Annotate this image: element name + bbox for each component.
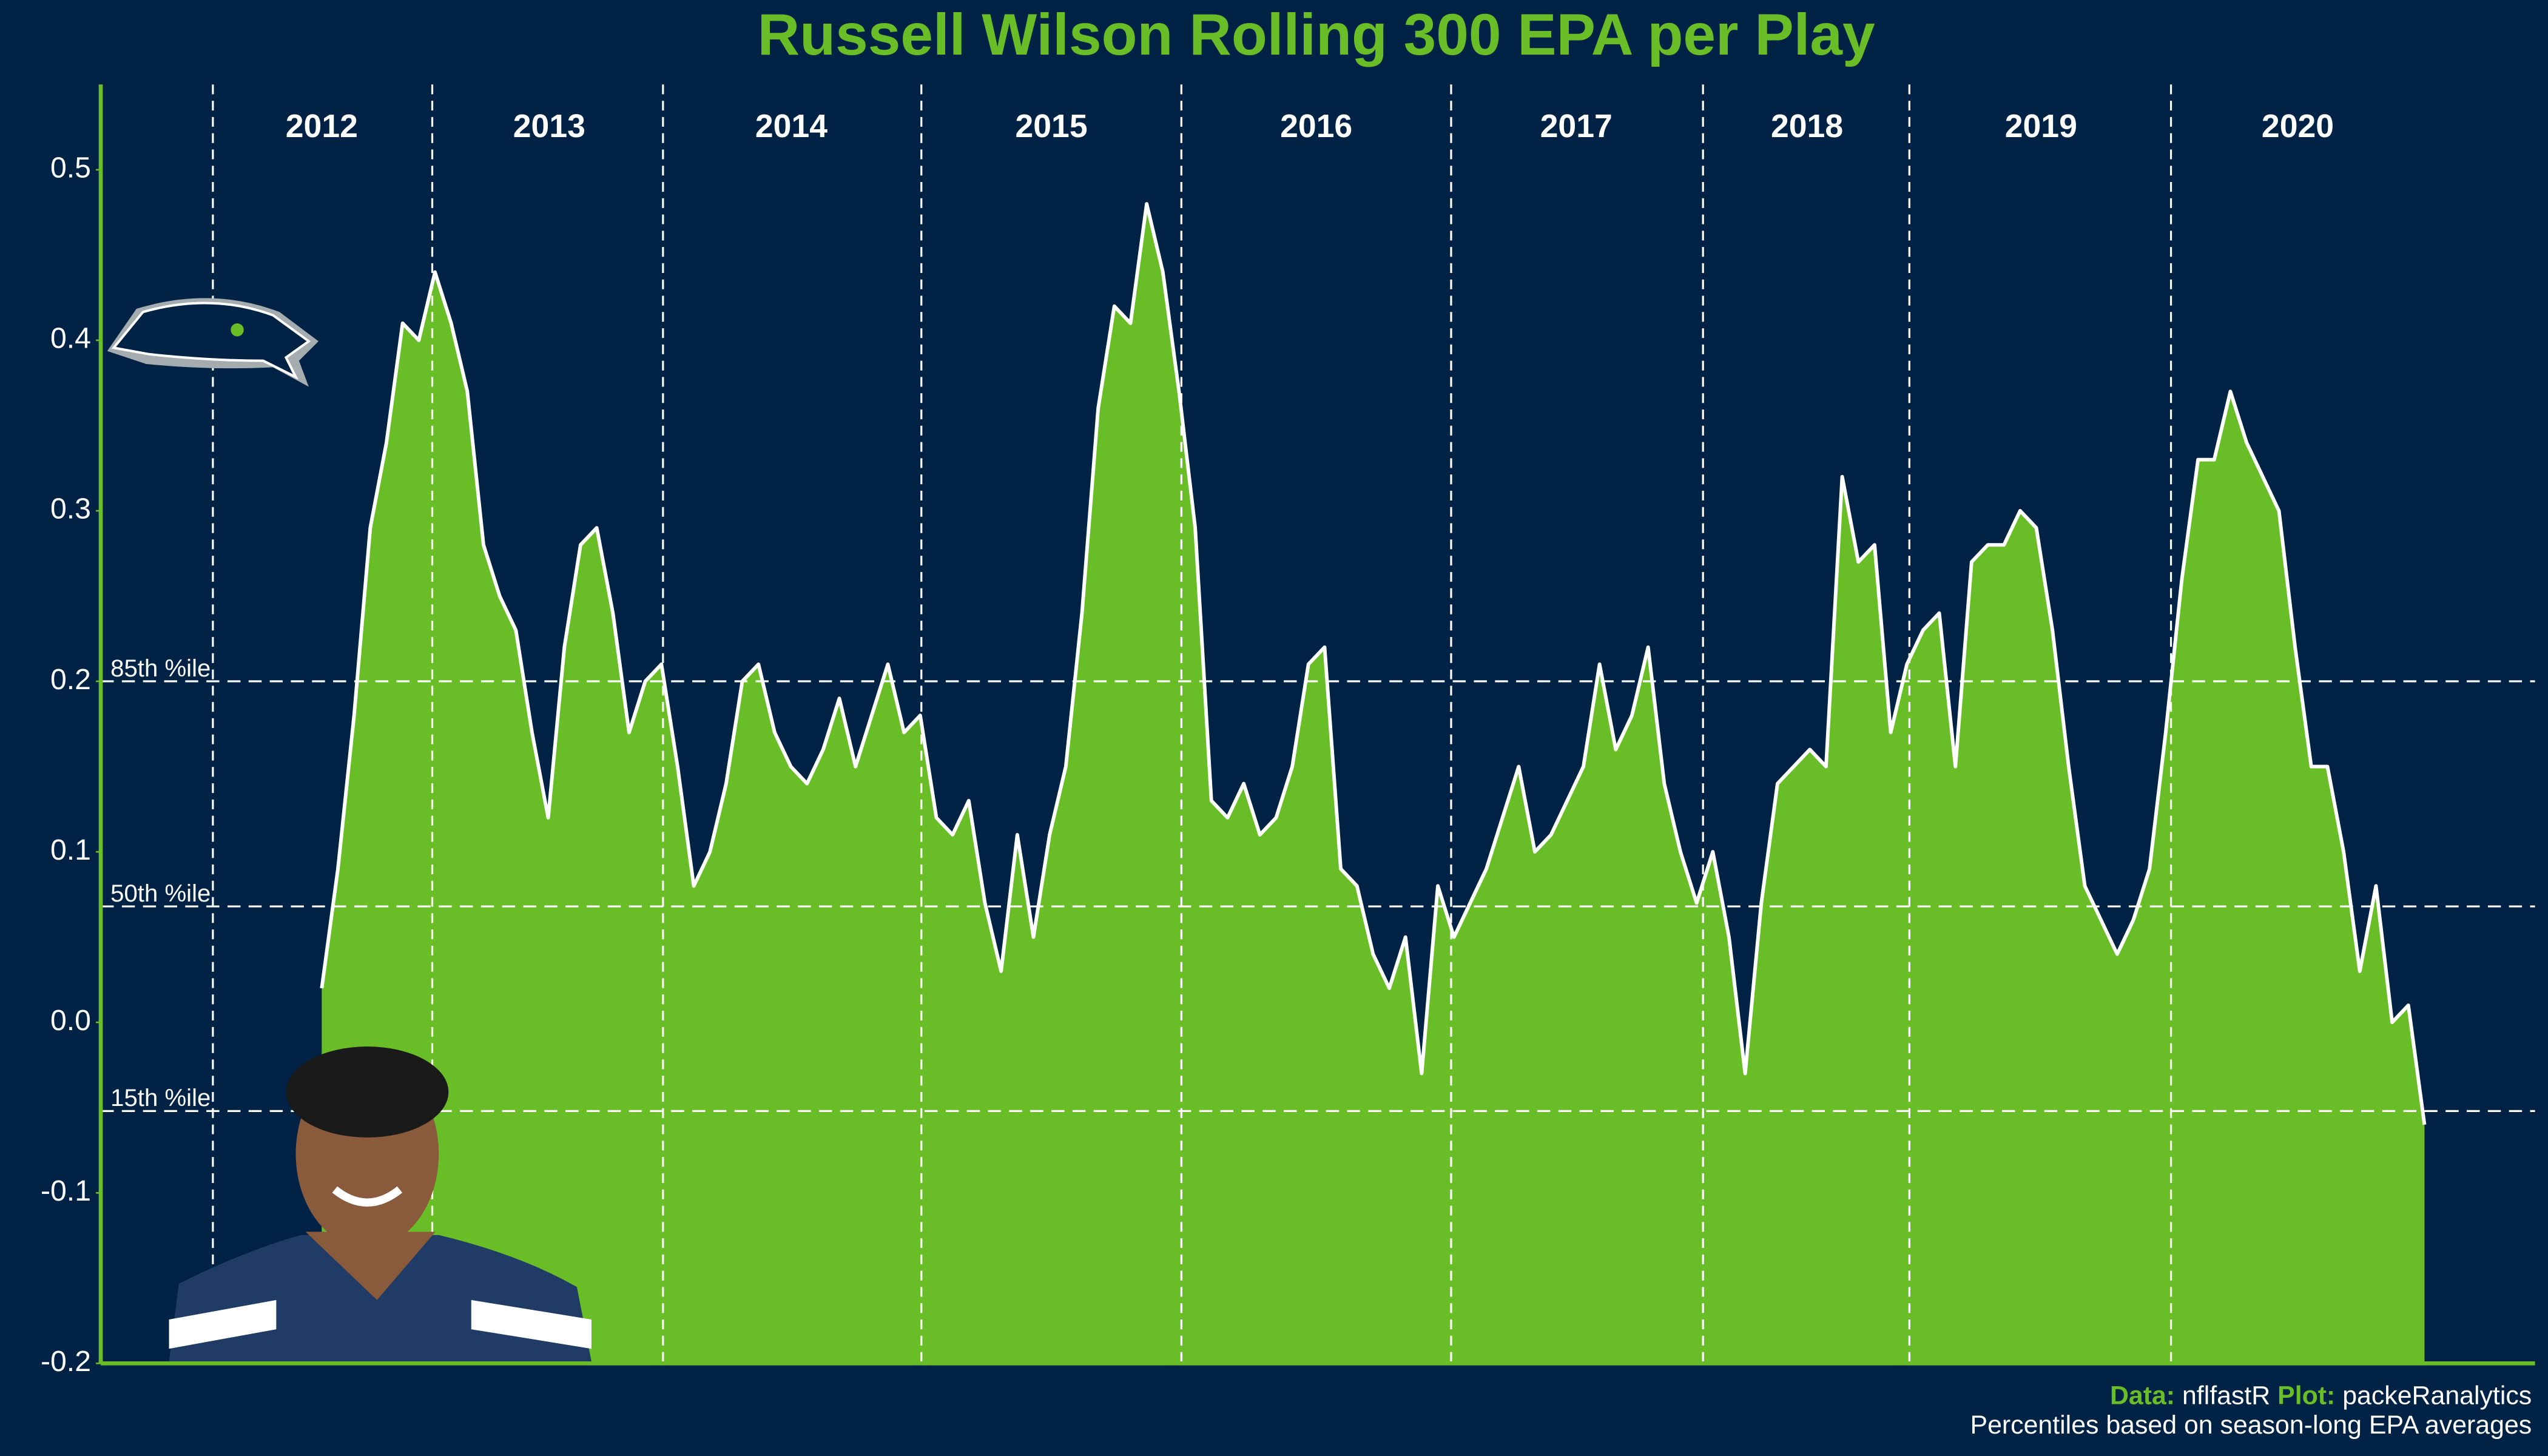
player-photo — [169, 1046, 592, 1362]
reference-label: 50th %ile — [110, 880, 211, 907]
season-label: 2012 — [286, 109, 358, 144]
y-tick-label: -0.2 — [41, 1345, 91, 1378]
y-tick-label: 0.3 — [50, 493, 91, 525]
caption-note: Percentiles based on season-long EPA ave… — [1970, 1410, 2532, 1440]
team-logo — [107, 298, 319, 387]
season-label: 2018 — [1771, 109, 1843, 144]
caption-text: packeRanalytics — [2342, 1381, 2532, 1410]
season-label: 2014 — [755, 109, 827, 144]
season-label: 2016 — [1280, 109, 1352, 144]
reference-label: 85th %ile — [110, 655, 211, 682]
y-tick-label: 0.2 — [50, 663, 91, 696]
y-tick-label: 0.5 — [50, 152, 91, 184]
y-tick-label: 0.0 — [50, 1004, 91, 1037]
caption: Data: nflfastR Plot: packeRanalytics — [2110, 1381, 2532, 1410]
season-label: 2015 — [1015, 109, 1087, 144]
area-outline — [320, 202, 2427, 1125]
plot-area: 2012 2013 2014 2015 2016 2017 2018 2019 2020 85th… — [41, 84, 2535, 1378]
caption-label: Data: — [2110, 1381, 2175, 1410]
season-label: 2020 — [2262, 109, 2334, 144]
y-tick-label: 0.1 — [50, 834, 91, 866]
y-tick-label: 0.4 — [50, 322, 91, 355]
area — [322, 204, 2425, 1364]
season-label: 2019 — [2005, 109, 2077, 144]
season-label: 2017 — [1540, 109, 1613, 144]
season-label: 2013 — [513, 109, 585, 144]
chart-title: Russell Wilson Rolling 300 EPA per Play — [758, 2, 1875, 67]
reference-label: 15th %ile — [110, 1084, 211, 1111]
y-tick-label: -0.1 — [41, 1175, 91, 1207]
caption-label: Plot: — [2277, 1381, 2335, 1410]
caption-text: nflfastR — [2182, 1381, 2270, 1410]
